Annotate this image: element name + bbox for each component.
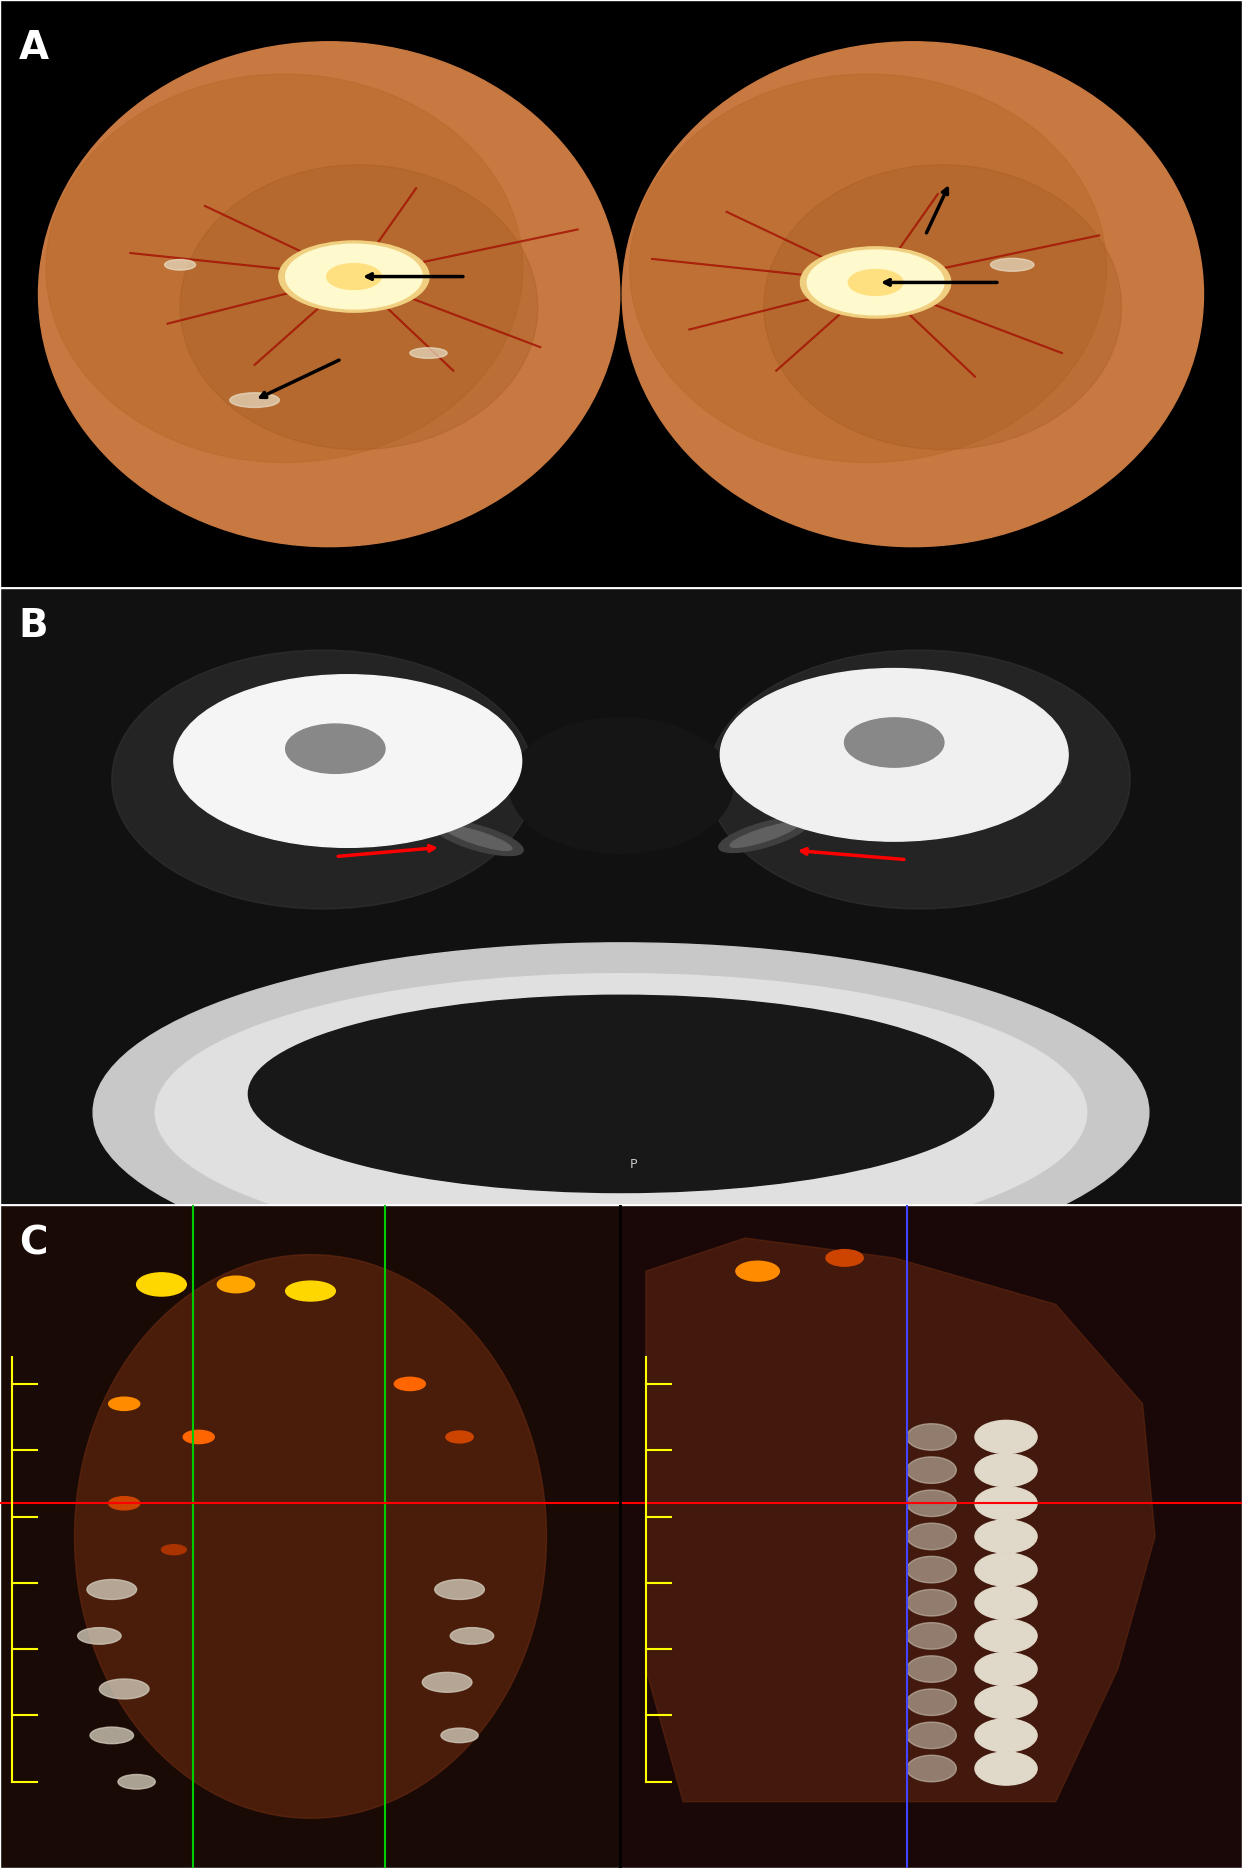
- Ellipse shape: [118, 1775, 155, 1790]
- Text: A: A: [19, 30, 48, 67]
- Bar: [0, 1205, 621, 1868]
- Circle shape: [975, 1420, 1037, 1453]
- Circle shape: [975, 1719, 1037, 1752]
- Ellipse shape: [509, 717, 733, 854]
- Ellipse shape: [109, 1397, 139, 1410]
- Ellipse shape: [730, 822, 797, 848]
- Circle shape: [907, 1556, 956, 1582]
- Text: P: P: [630, 1158, 637, 1171]
- Ellipse shape: [422, 1672, 472, 1692]
- Circle shape: [720, 669, 1068, 841]
- Ellipse shape: [951, 775, 1061, 796]
- Circle shape: [907, 1689, 956, 1715]
- Circle shape: [907, 1623, 956, 1649]
- Ellipse shape: [87, 1580, 137, 1599]
- Circle shape: [800, 247, 950, 318]
- Bar: [621, 1205, 1242, 1868]
- Ellipse shape: [46, 75, 523, 463]
- Ellipse shape: [77, 1627, 122, 1644]
- Circle shape: [807, 250, 944, 316]
- Circle shape: [907, 1655, 956, 1683]
- Circle shape: [975, 1586, 1037, 1620]
- Ellipse shape: [286, 1281, 335, 1300]
- Circle shape: [286, 245, 422, 308]
- Circle shape: [975, 1685, 1037, 1719]
- Circle shape: [907, 1722, 956, 1748]
- Ellipse shape: [99, 1679, 149, 1698]
- Circle shape: [848, 269, 903, 295]
- Circle shape: [975, 1521, 1037, 1552]
- Ellipse shape: [445, 826, 512, 850]
- Ellipse shape: [39, 41, 620, 547]
- Ellipse shape: [735, 1261, 780, 1281]
- Ellipse shape: [939, 712, 1048, 736]
- Ellipse shape: [165, 260, 196, 271]
- Ellipse shape: [155, 973, 1087, 1252]
- Circle shape: [907, 1423, 956, 1450]
- Ellipse shape: [89, 1728, 134, 1743]
- Ellipse shape: [622, 41, 1203, 547]
- Ellipse shape: [630, 75, 1107, 463]
- Ellipse shape: [184, 1431, 215, 1444]
- Circle shape: [907, 1491, 956, 1517]
- Ellipse shape: [410, 347, 447, 359]
- Ellipse shape: [615, 35, 1211, 553]
- Text: B: B: [19, 607, 48, 644]
- Ellipse shape: [764, 164, 1122, 450]
- Ellipse shape: [990, 258, 1033, 271]
- Ellipse shape: [433, 820, 523, 856]
- Circle shape: [907, 1522, 956, 1550]
- Circle shape: [278, 241, 430, 312]
- Circle shape: [174, 674, 522, 848]
- Circle shape: [975, 1487, 1037, 1521]
- Ellipse shape: [112, 650, 534, 910]
- Ellipse shape: [31, 35, 627, 553]
- Ellipse shape: [194, 712, 303, 736]
- Ellipse shape: [75, 1255, 546, 1818]
- Ellipse shape: [161, 1545, 186, 1554]
- Ellipse shape: [137, 1272, 186, 1296]
- Ellipse shape: [109, 1496, 139, 1509]
- Circle shape: [975, 1552, 1037, 1586]
- Circle shape: [975, 1620, 1037, 1653]
- Ellipse shape: [719, 818, 809, 852]
- Ellipse shape: [230, 392, 279, 407]
- Ellipse shape: [450, 1627, 494, 1644]
- Ellipse shape: [93, 943, 1149, 1281]
- Polygon shape: [646, 1238, 1155, 1801]
- Ellipse shape: [441, 1728, 478, 1743]
- Circle shape: [327, 263, 381, 290]
- Text: C: C: [19, 1225, 47, 1263]
- Ellipse shape: [826, 1250, 863, 1267]
- Circle shape: [975, 1453, 1037, 1487]
- Ellipse shape: [435, 1580, 484, 1599]
- Circle shape: [975, 1752, 1037, 1786]
- Circle shape: [907, 1457, 956, 1483]
- Circle shape: [286, 725, 385, 773]
- Ellipse shape: [180, 164, 538, 450]
- Circle shape: [975, 1653, 1037, 1685]
- Ellipse shape: [708, 650, 1130, 910]
- Circle shape: [907, 1756, 956, 1782]
- Ellipse shape: [446, 1431, 473, 1442]
- Ellipse shape: [395, 1377, 425, 1390]
- Circle shape: [845, 717, 944, 768]
- Ellipse shape: [181, 775, 291, 796]
- Circle shape: [907, 1590, 956, 1616]
- Ellipse shape: [248, 996, 994, 1192]
- Ellipse shape: [217, 1276, 255, 1293]
